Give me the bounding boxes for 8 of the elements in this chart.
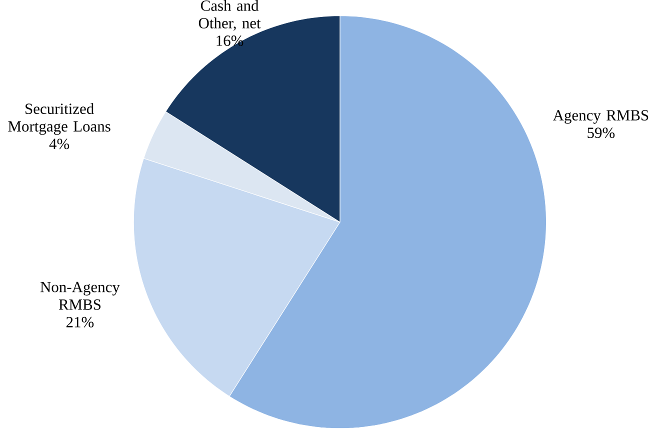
data-label: 16% <box>216 36 244 46</box>
slice-label: Securitized Mortgage Loans <box>8 103 110 135</box>
slice-label: Cash and Other, net <box>198 0 261 31</box>
data-label: 21% <box>66 317 94 328</box>
data-label: 59% <box>588 128 615 138</box>
data-label: 4% <box>49 138 70 150</box>
slice-label: Agency RMBS <box>552 110 648 124</box>
slice-label: Non-Agency RMBS <box>40 282 120 310</box>
